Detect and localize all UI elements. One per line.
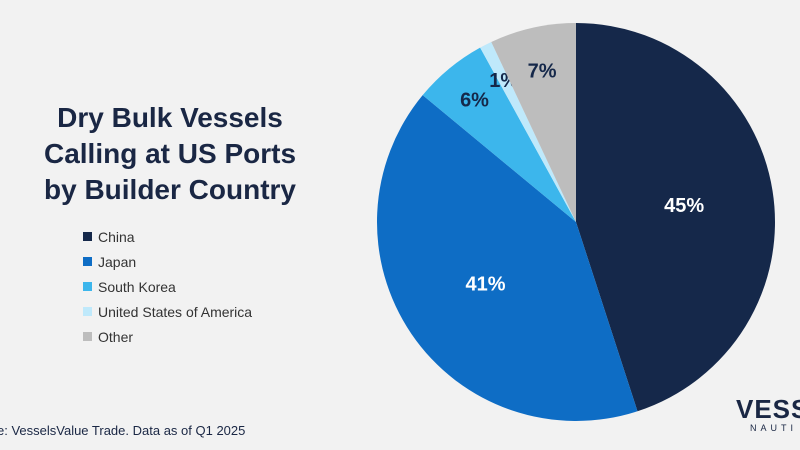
legend: China Japan South Korea United States of… (83, 224, 252, 349)
pie-label-other: 7% (528, 61, 557, 83)
legend-label-china: China (98, 228, 135, 245)
pie-label-japan: 41% (465, 274, 505, 296)
legend-swatch-south-korea (83, 282, 92, 291)
legend-label-usa: United States of America (98, 303, 253, 320)
pie-slice-united-states-of-america (480, 41, 576, 222)
legend-swatch-china (83, 232, 92, 241)
legend-item-usa: United States of America (83, 299, 252, 324)
pie-slice-south-korea (422, 47, 576, 222)
legend-item-other: Other (83, 324, 252, 349)
pie-slice-other (491, 23, 576, 222)
source-note: e: VesselsValue Trade. Data as of Q1 202… (0, 423, 246, 438)
brand-logo: VESS NAUTI (736, 394, 800, 444)
title-line-3: by Builder Country (43, 174, 296, 205)
legend-label-japan: Japan (98, 253, 137, 270)
legend-swatch-japan (83, 257, 92, 266)
legend-item-china: China (83, 224, 252, 249)
legend-swatch-usa (83, 307, 92, 316)
pie-slice-china (576, 23, 775, 412)
logo-wordmark: VESS (736, 394, 800, 424)
legend-label-south-korea: South Korea (98, 278, 176, 295)
pie-slice-japan (377, 95, 638, 422)
pie-label-china: 45% (664, 195, 704, 217)
legend-item-japan: Japan (83, 249, 252, 274)
legend-item-south-korea: South Korea (83, 274, 252, 299)
pie-label-south-korea: 6% (460, 89, 489, 111)
legend-swatch-other (83, 332, 92, 341)
logo-subtext: NAUTI (750, 423, 797, 433)
title-line-1: Dry Bulk Vessels (57, 102, 283, 133)
chart-title: Dry Bulk Vessels Calling at US Ports by … (0, 100, 340, 208)
legend-label-other: Other (98, 328, 134, 345)
title-line-2: Calling at US Ports (43, 138, 297, 169)
